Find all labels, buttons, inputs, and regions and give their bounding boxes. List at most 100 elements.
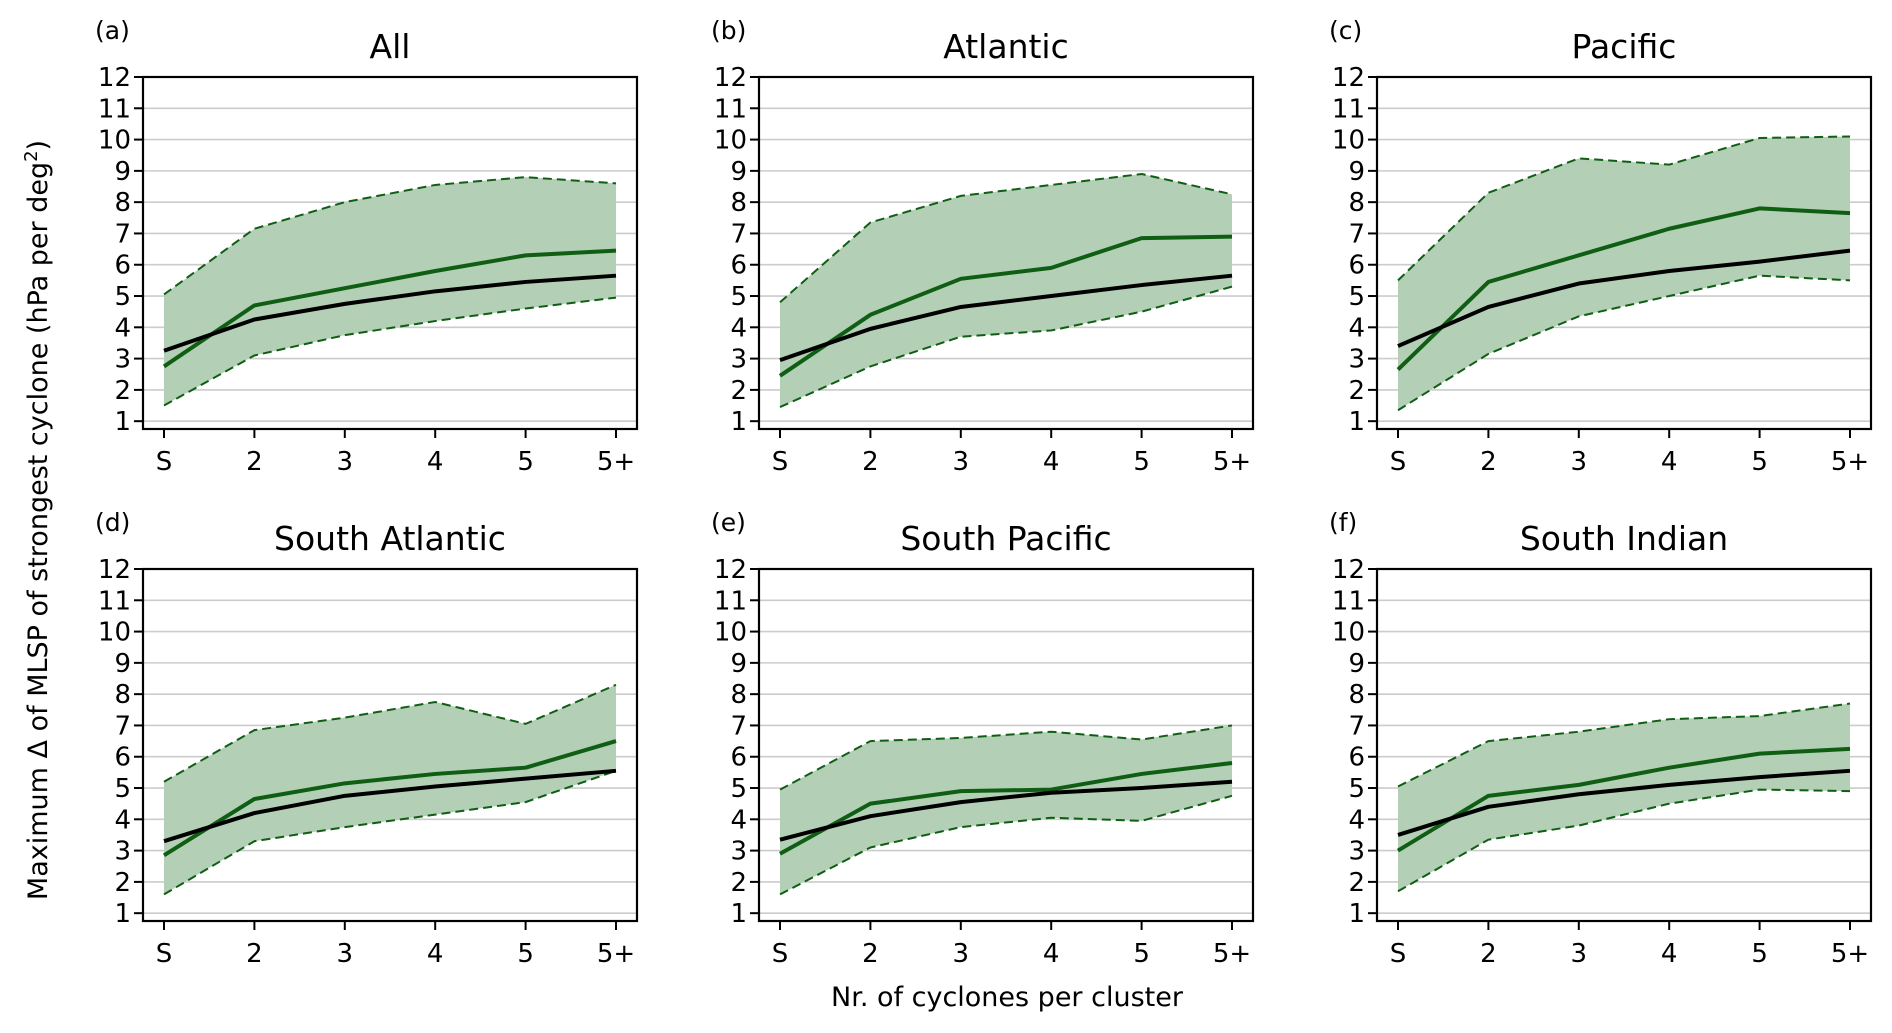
panel-letter: (f) [1329,508,1357,537]
y-tick-label: 7 [114,711,131,741]
x-tick-label: 5+ [1831,447,1869,477]
y-tick-label: 4 [114,805,131,835]
y-tick-label: 1 [730,407,747,437]
black-series-line [1397,248,1851,348]
green-series-line [1396,746,1851,853]
y-tick-label: 11 [1332,586,1365,616]
upper-bound-line [163,683,617,783]
y-tick-label: 11 [1332,94,1365,124]
x-tick-label: 4 [1043,447,1060,477]
x-tick-label: 5 [517,939,534,969]
y-tick-label: 12 [1332,63,1365,93]
y-tick-label: 6 [114,251,131,281]
range-band [1398,703,1850,892]
y-tick-label: 6 [114,743,131,773]
x-tick-label: S [156,447,173,477]
y-tick-label: 5 [114,282,131,312]
range-band [164,177,616,406]
lower-bound-line [779,794,1233,896]
x-tick-label: 3 [953,939,970,969]
x-tick-label: 2 [246,939,263,969]
y-tick-label: 2 [1348,376,1365,406]
x-tick-label: 3 [1571,447,1588,477]
y-tick-label: 9 [730,649,747,679]
y-tick-label: 12 [714,63,747,93]
y-tick-label: 3 [1348,837,1365,867]
y-tick-label: 3 [114,345,131,375]
y-tick-label: 9 [730,157,747,187]
x-tick-label: 5+ [1831,939,1869,969]
y-tick-label: 1 [730,899,747,929]
x-tick-label: 3 [953,447,970,477]
y-axis-label: Maximum Δ of MLSP of strongest cyclone (… [21,140,54,900]
y-tick-label: 4 [114,313,131,343]
axes-frame [1375,567,1873,923]
panel-letter: (c) [1329,16,1362,45]
x-tick-label: 5+ [597,939,635,969]
y-tick-label: 6 [730,743,747,773]
panel-letter: (d) [95,508,130,537]
x-tick-label: 2 [862,447,879,477]
y-tick-label: 1 [114,407,131,437]
y-tick-label: 12 [98,63,131,93]
y-tick-label: 11 [714,586,747,616]
y-axis-label-superscript: 2 [21,150,42,161]
x-tick-label: 5 [517,447,534,477]
upper-bound-line [1397,135,1851,282]
y-tick-label: 2 [730,376,747,406]
y-tick-label: 3 [730,837,747,867]
y-tick-label: 7 [730,711,747,741]
x-tick-label: 4 [1661,447,1678,477]
y-tick-label: 1 [1348,407,1365,437]
y-tick-label: 8 [1348,188,1365,218]
panel-title: South Atlantic [274,519,506,558]
black-series-line [163,768,617,844]
y-tick-label: 4 [1348,313,1365,343]
range-band [780,725,1232,895]
x-tick-label: 4 [427,939,444,969]
x-tick-label: 2 [1480,447,1497,477]
y-tick-label: 1 [114,899,131,929]
lower-bound-line [163,769,617,896]
y-tick-label: 2 [1348,868,1365,898]
upper-bound-line [779,172,1233,304]
axes-frame [1375,75,1873,431]
panel-title: Atlantic [943,27,1069,66]
y-tick-label: 8 [730,188,747,218]
x-tick-label: S [772,447,789,477]
y-tick-label: 3 [114,837,131,867]
y-tick-label: 7 [1348,219,1365,249]
y-tick-label: 2 [114,868,131,898]
x-tick-label: S [1390,939,1407,969]
x-tick-label: 5+ [1213,447,1251,477]
y-tick-label: 7 [730,219,747,249]
y-tick-label: 5 [114,774,131,804]
upper-bound-line [779,724,1233,791]
x-tick-label: 3 [337,939,354,969]
green-series-line [1396,206,1851,371]
x-tick-label: 5 [1133,447,1150,477]
y-tick-label: 2 [114,376,131,406]
x-tick-label: 2 [246,447,263,477]
y-tick-label: 10 [1332,126,1365,156]
lower-bound-line [1397,274,1851,412]
y-tick-label: 5 [1348,774,1365,804]
x-tick-label: S [772,939,789,969]
black-series-line [1397,768,1851,837]
y-tick-label: 12 [714,555,747,585]
y-tick-label: 12 [98,555,131,585]
x-axis-label: Nr. of cyclones per cluster [831,982,1184,1013]
y-tick-label: 6 [730,251,747,281]
green-series-line [779,761,1233,856]
x-tick-label: 2 [1480,939,1497,969]
y-tick-label: 9 [114,157,131,187]
y-tick-label: 2 [730,868,747,898]
black-series-line [779,273,1233,363]
x-tick-label: S [156,939,173,969]
x-tick-label: 3 [1571,939,1588,969]
y-tick-label: 8 [1348,680,1365,710]
y-axis-label-suffix: ) [23,140,54,151]
